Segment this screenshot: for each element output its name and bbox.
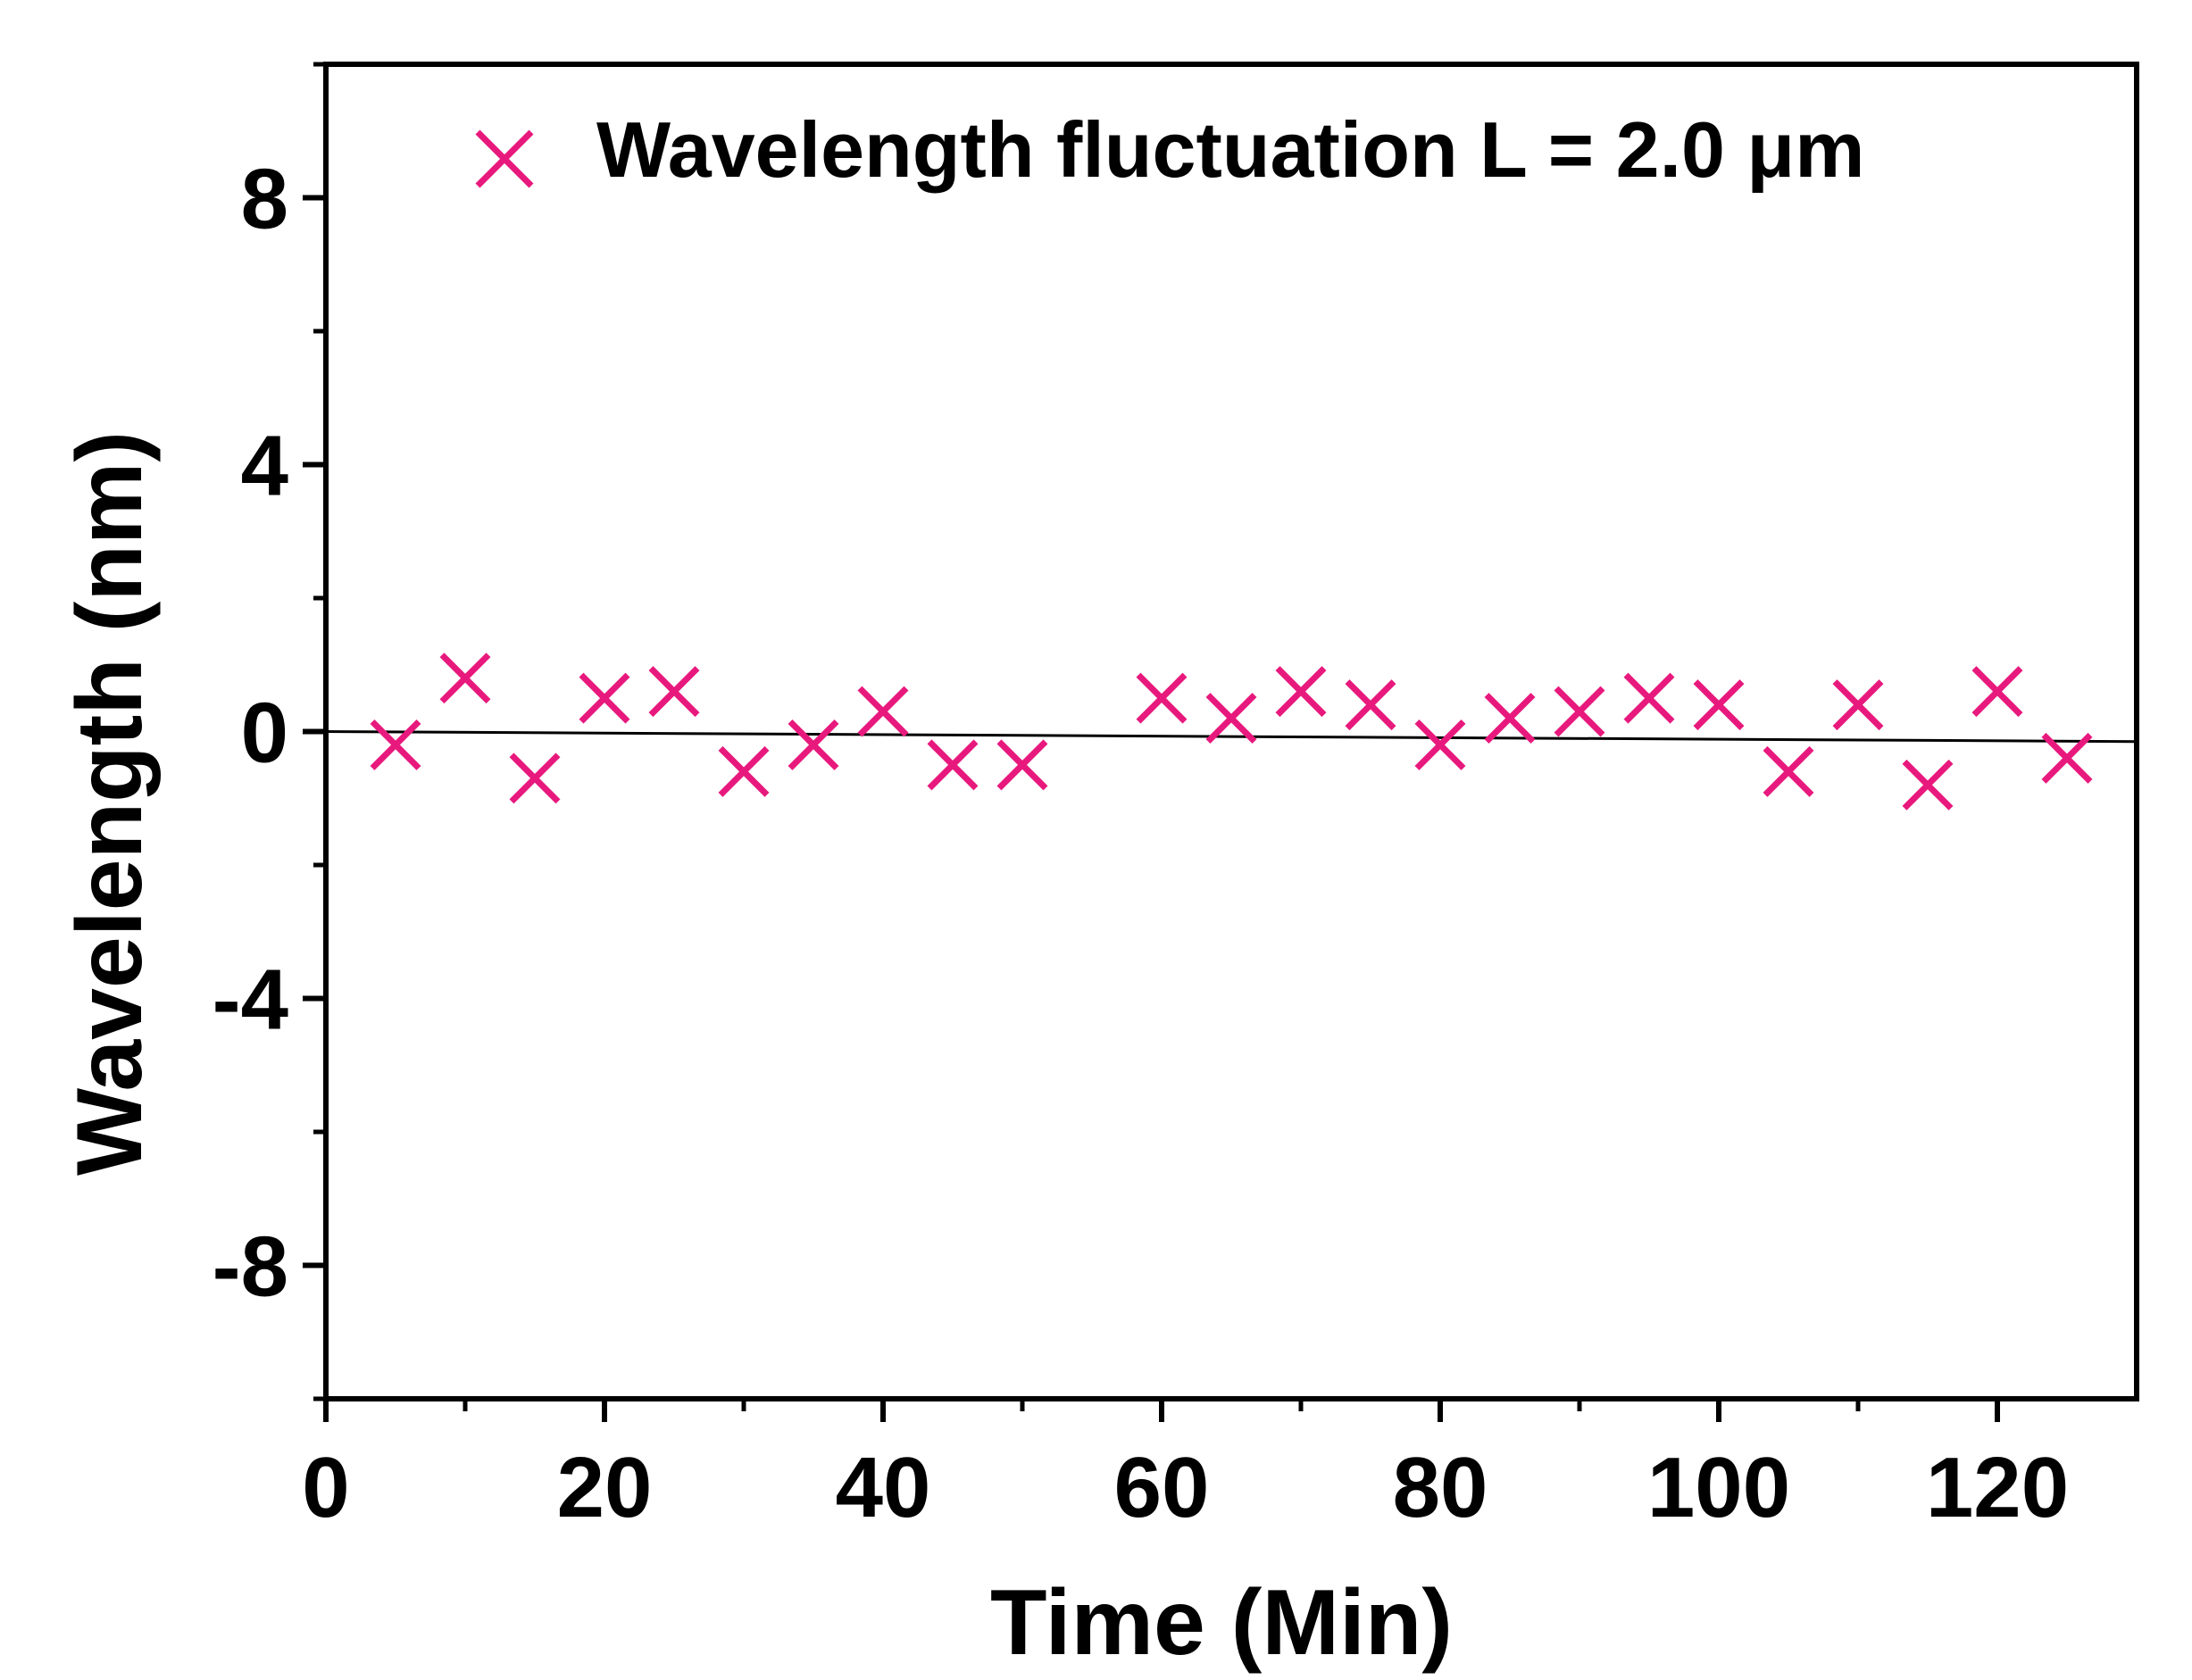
x-tick-label: 20: [557, 1440, 653, 1535]
data-point: [1414, 719, 1466, 770]
fit-line: [325, 730, 2138, 744]
y-tick-label: 8: [241, 152, 288, 247]
data-point-stroke: [1554, 686, 1605, 737]
data-point: [857, 686, 909, 737]
legend: Wavelength fluctuation L = 2.0 μm: [475, 105, 1865, 194]
data-point-stroke: [718, 745, 770, 797]
data-point-stroke: [1902, 759, 1954, 811]
data-point-stroke: [1205, 693, 1257, 744]
data-point: [996, 739, 1048, 791]
data-point: [1832, 679, 1884, 731]
data-point: [927, 739, 979, 791]
y-tick-label: 0: [241, 686, 288, 781]
data-point: [1902, 759, 1954, 811]
x-tick-label: 0: [302, 1440, 349, 1535]
legend-marker-icon: [475, 129, 534, 188]
data-point: [1971, 666, 2023, 718]
x-axis: 0 20 40 60 80 100 120: [302, 1399, 2069, 1535]
data-point: [1205, 693, 1257, 744]
data-point: [1693, 679, 1745, 731]
data-point-stroke: [1275, 666, 1327, 718]
data-point: [1345, 679, 1396, 731]
legend-label: Wavelength fluctuation L = 2.0 μm: [596, 105, 1865, 194]
data-point: [718, 745, 770, 797]
data-point-stroke: [1693, 679, 1745, 731]
x-tick-label: 40: [836, 1440, 931, 1535]
data-point: [2041, 732, 2093, 784]
y-axis: -8 -4 0 4 8: [213, 62, 326, 1401]
y-tick-label: -8: [213, 1219, 288, 1315]
data-point-stroke: [1763, 745, 1814, 797]
data-point: [509, 753, 561, 804]
data-point: [648, 666, 700, 718]
data-point: [1484, 693, 1536, 744]
data-point-stroke: [788, 719, 839, 770]
data-point: [370, 719, 421, 770]
data-point: [579, 672, 630, 724]
data-point-stroke: [1971, 666, 2023, 718]
y-axis-title: Wavelength (nm): [58, 431, 162, 1176]
data-point: [1623, 672, 1675, 724]
data-point: [1554, 686, 1605, 737]
x-tick-label: 60: [1114, 1440, 1210, 1535]
data-point-stroke: [1136, 672, 1188, 724]
data-point-stroke: [370, 719, 421, 770]
data-point-stroke: [1832, 679, 1884, 731]
data-point: [1275, 666, 1327, 718]
x-tick-label: 120: [1926, 1440, 2069, 1535]
x-axis-title: Time (Min): [990, 1571, 1453, 1675]
data-point-stroke: [1623, 672, 1675, 724]
data-point-stroke: [579, 672, 630, 724]
x-tick-label: 80: [1393, 1440, 1488, 1535]
data-point-stroke: [857, 686, 909, 737]
legend-marker-stroke: [475, 129, 534, 188]
data-point-stroke: [1484, 693, 1536, 744]
data-point: [1136, 672, 1188, 724]
x-tick-label: 100: [1647, 1440, 1790, 1535]
data-point-stroke: [927, 739, 979, 791]
data-point: [439, 653, 491, 704]
data-point-stroke: [1414, 719, 1466, 770]
y-tick-label: 4: [241, 419, 288, 514]
data-point-stroke: [2041, 732, 2093, 784]
data-point-stroke: [1345, 679, 1396, 731]
data-point-stroke: [439, 653, 491, 704]
data-point-stroke: [648, 666, 700, 718]
data-point-stroke: [996, 739, 1048, 791]
data-point: [1763, 745, 1814, 797]
data-point: [788, 719, 839, 770]
data-point-stroke: [509, 753, 561, 804]
y-tick-label: -4: [213, 952, 288, 1048]
data-points: [370, 653, 2093, 811]
fit-line-layer: [325, 730, 2138, 744]
